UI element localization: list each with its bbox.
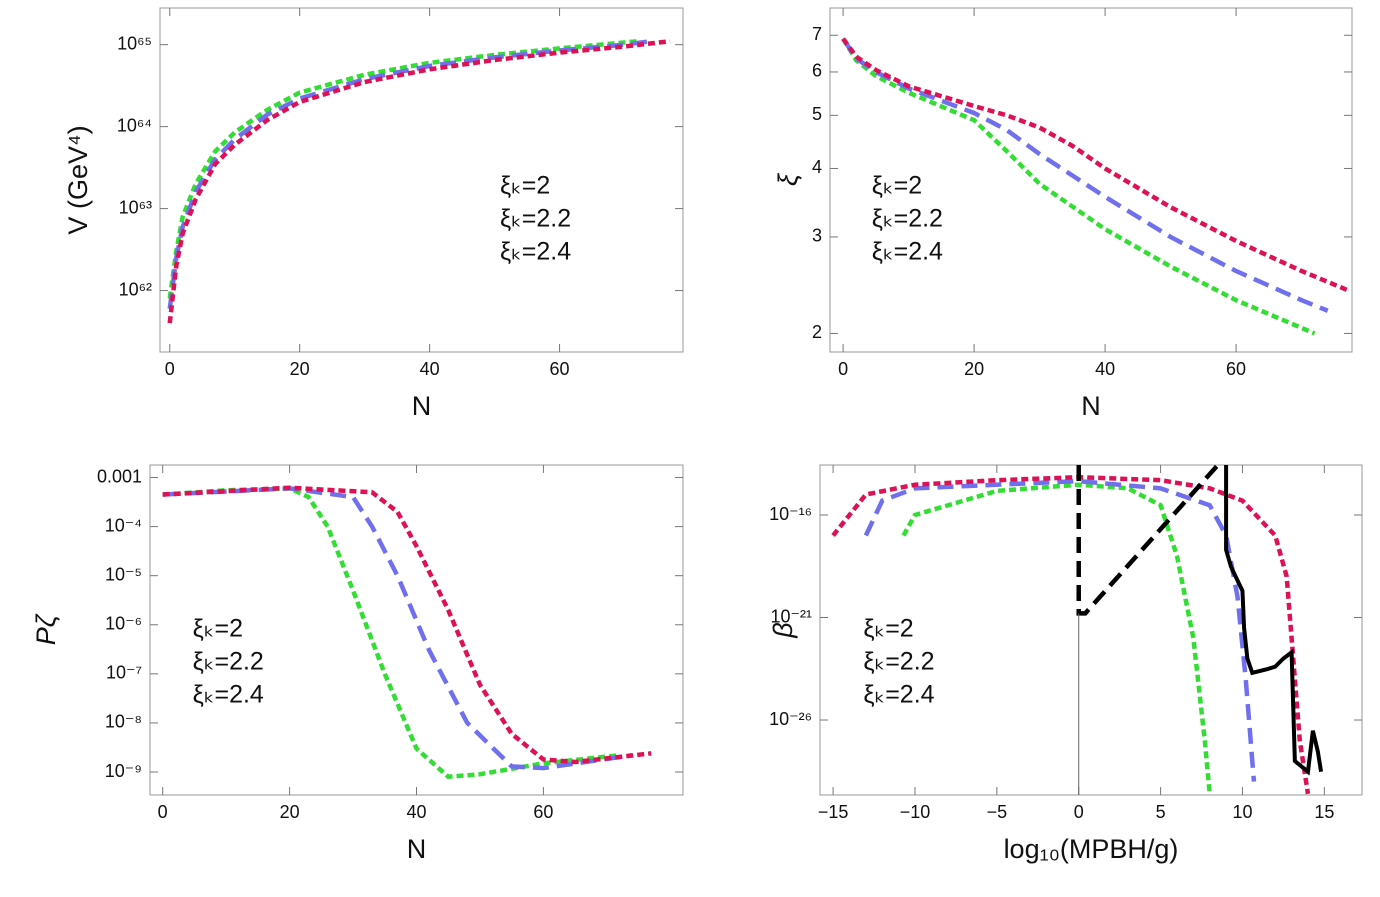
x-tick-label: 20: [280, 802, 300, 822]
data-line: [167, 39, 651, 310]
x-tick-label: −15: [818, 802, 849, 822]
legend-label: ξₖ=2.4: [872, 237, 943, 265]
y-tick-label: 0.001: [97, 466, 142, 486]
x-tick-label: 15: [1314, 802, 1334, 822]
y-tick-label: 10⁶²: [119, 279, 152, 299]
legend-label: ξₖ=2: [872, 171, 922, 199]
plot-frame: [829, 7, 1353, 353]
y-axis-label: β: [768, 622, 798, 638]
y-tick-label: 10⁻¹⁶: [769, 504, 812, 524]
x-tick-label: 0: [1074, 802, 1084, 822]
x-tick-label: 20: [290, 359, 310, 379]
y-tick-label: 10⁶³: [119, 197, 152, 217]
y-tick-label: 2: [812, 322, 822, 342]
x-tick-label: 10: [1232, 802, 1252, 822]
legend-label: ξₖ=2.2: [863, 648, 934, 676]
data-line: [831, 474, 1311, 795]
x-tick-label: 40: [406, 802, 426, 822]
x-axis-label: N: [1081, 391, 1101, 421]
x-tick-label: 5: [1156, 802, 1166, 822]
panel: 0 20 40 60 2 3 4 5 6 7 Nξ ξₖ=2 ξₖ=2.2 ξₖ=2.4: [773, 7, 1353, 421]
x-tick-label: 40: [420, 359, 440, 379]
y-tick-label: 10⁻⁶: [105, 614, 142, 634]
legend-label: ξₖ=2.2: [872, 204, 943, 232]
legend-label: ξₖ=2.4: [193, 681, 264, 709]
y-tick-label: 10⁻²¹: [770, 606, 812, 626]
y-tick-label: 10⁻⁴: [105, 515, 142, 535]
legend-label: ξₖ=2: [500, 171, 550, 199]
panel: 0 20 40 60 10⁶² 10⁶³ 10⁶⁴ 10⁶⁵ N V (GeV⁴) ξₖ=2 ξₖ=2…: [63, 7, 684, 421]
x-axis-label: N: [407, 834, 427, 864]
data-line: [167, 39, 671, 324]
legend-label: ξₖ=2.4: [863, 681, 934, 709]
x-tick-label: 40: [1095, 359, 1115, 379]
data-line: [1076, 465, 1220, 616]
legend-label: ξₖ=2: [863, 615, 913, 643]
y-tick-label: 3: [812, 226, 822, 246]
x-tick-label: 60: [1226, 359, 1246, 379]
x-axis-label: N: [412, 391, 432, 421]
y-tick-label: 6: [812, 61, 822, 81]
y-tick-label: 10⁶⁵: [117, 33, 152, 53]
y-tick-label: 10⁻⁷: [106, 663, 142, 683]
x-tick-label: 0: [838, 359, 848, 379]
x-tick-label: −10: [900, 802, 931, 822]
x-tick-label: 0: [158, 802, 168, 822]
data-line: [901, 482, 1212, 795]
data-line: [841, 37, 1349, 293]
plot-frame: [819, 464, 1363, 796]
data-line: [841, 37, 1316, 336]
y-tick-label: 10⁻²⁶: [769, 709, 812, 729]
legend-label: ξₖ=2.2: [193, 648, 264, 676]
panel: −15 −10 −5 0 5 10 15 10⁻¹⁶ 10⁻²¹ 10⁻²⁶ log₁₀(MPBH/…: [768, 464, 1363, 864]
data-line: [167, 39, 638, 299]
x-tick-label: −5: [987, 802, 1008, 822]
x-tick-label: 60: [533, 802, 553, 822]
x-tick-label: 20: [964, 359, 984, 379]
y-axis-label: V (GeV⁴): [63, 125, 93, 234]
y-tick-label: 4: [812, 157, 822, 177]
data-line: [863, 478, 1257, 782]
y-tick-label: 7: [812, 24, 822, 44]
y-tick-label: 10⁶⁴: [117, 115, 152, 135]
legend-label: ξₖ=2.4: [500, 237, 571, 265]
data-line: [162, 486, 633, 771]
data-line: [1224, 465, 1324, 776]
x-tick-label: 60: [550, 359, 570, 379]
data-line: [162, 485, 652, 765]
y-tick-label: 10⁻⁸: [105, 712, 142, 732]
y-axis-label: ξ: [773, 172, 803, 186]
x-axis-label: log₁₀(MPBH/g): [1004, 834, 1179, 864]
legend-label: ξₖ=2: [193, 615, 243, 643]
y-tick-label: 5: [812, 104, 822, 124]
plot-frame: [159, 7, 684, 353]
y-axis-label: Pζ: [31, 613, 61, 645]
y-tick-label: 10⁻⁹: [105, 761, 142, 781]
y-tick-label: 10⁻⁵: [105, 564, 142, 584]
panel: 0 20 40 60 0.001 10⁻⁴ 10⁻⁵ 10⁻⁶ 10⁻⁷ 10⁻⁸ 10⁻⁹ N Pζ ξ…: [31, 464, 684, 864]
legend-label: ξₖ=2.2: [500, 204, 571, 232]
x-tick-label: 0: [165, 359, 175, 379]
